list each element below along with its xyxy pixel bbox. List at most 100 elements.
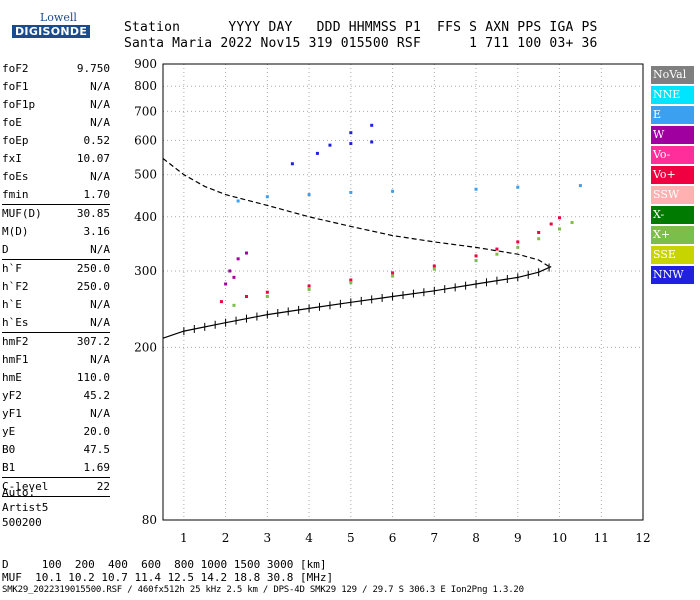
- param-row: h`E N/A: [2, 296, 110, 314]
- echo-point: [495, 252, 499, 256]
- echo-point: [349, 281, 353, 285]
- digisonde-logo: Lowell DIGISONDE: [6, 8, 91, 40]
- echo-point: [549, 222, 553, 226]
- echo-point: [391, 271, 395, 275]
- echo-point: [290, 162, 294, 166]
- param-value: 9.750: [76, 62, 110, 75]
- legend-item: E: [651, 106, 694, 124]
- param-value: 110.0: [76, 371, 110, 384]
- y-tick-label: 400: [134, 210, 157, 224]
- echo-point: [307, 284, 311, 288]
- auto-program: Artist5: [2, 501, 49, 514]
- y-tick-label: 700: [134, 104, 157, 118]
- param-name: foEp: [2, 134, 29, 147]
- param-row: h`Es N/A: [2, 314, 110, 332]
- x-tick-label: 4: [305, 531, 313, 545]
- echo-point: [578, 184, 582, 188]
- param-name: h`Es: [2, 316, 29, 329]
- param-value: 307.2: [76, 335, 110, 348]
- param-name: M(D): [2, 225, 29, 238]
- x-tick-label: 12: [635, 531, 650, 545]
- param-row: hmF2 307.2: [2, 333, 110, 351]
- echo-point: [370, 123, 374, 127]
- legend-item: X+: [651, 226, 694, 244]
- echo-point: [349, 142, 353, 146]
- param-row: D N/A: [2, 241, 110, 259]
- echo-point: [537, 230, 541, 234]
- echo-point: [265, 294, 269, 298]
- param-value: 3.16: [83, 225, 111, 238]
- param-row: yF1 N/A: [2, 405, 110, 423]
- legend-item: SSE: [651, 246, 694, 264]
- param-name: D: [2, 243, 9, 256]
- x-tick-label: 2: [222, 531, 230, 545]
- legend-item: SSW: [651, 186, 694, 204]
- param-row: yE 20.0: [2, 423, 110, 441]
- x-tick-label: 6: [389, 531, 397, 545]
- param-value: N/A: [90, 80, 110, 93]
- param-name: foF2: [2, 62, 29, 75]
- param-value: N/A: [90, 98, 110, 111]
- ionospheric-parameters-panel: foF2 9.750 foF1 N/A foF1p N/A foE N/A foEp 0.52 fx…: [2, 60, 110, 497]
- station-header: Station YYYY DAY DDD HHMMSS P1 FFS S AXN…: [124, 20, 598, 52]
- echo-point: [516, 240, 520, 244]
- param-value: 30.85: [76, 207, 110, 220]
- legend-item: NNE: [651, 86, 694, 104]
- footer-muf-row: MUF 10.1 10.2 10.7 11.4 12.5 14.2 18.8 3…: [2, 571, 334, 584]
- x-tick-label: 9: [514, 531, 522, 545]
- x-tick-label: 10: [552, 531, 567, 545]
- echo-point: [495, 247, 499, 251]
- y-tick-label: 800: [134, 79, 157, 93]
- echo-point: [558, 216, 562, 220]
- param-name: yE: [2, 425, 16, 438]
- x-tick-label: 5: [347, 531, 355, 545]
- legend-item: Vo+: [651, 166, 694, 184]
- polarization-legend: NoVal NNE E W Vo- Vo+ SSW X- X+ SSE NNW: [651, 66, 694, 286]
- param-name: foF1: [2, 80, 29, 93]
- echo-point: [232, 275, 236, 279]
- echo-point: [391, 274, 395, 278]
- autoscaling-info: Auto: Artist5 500200: [2, 485, 48, 530]
- echo-point: [244, 251, 248, 255]
- echo-point: [265, 195, 269, 199]
- legend-item: W: [651, 126, 694, 144]
- echo-point: [474, 254, 478, 258]
- echo-point: [432, 267, 436, 271]
- y-tick-label: 200: [134, 340, 157, 354]
- y-tick-label: 500: [134, 168, 157, 182]
- header-labels: Station YYYY DAY DDD HHMMSS P1 FFS S AXN…: [124, 20, 598, 35]
- header-values: Santa Maria 2022 Nov15 319 015500 RSF 1 …: [124, 36, 598, 51]
- logo-text-top: Lowell: [40, 11, 77, 24]
- param-name: foF1p: [2, 98, 36, 111]
- param-name: foE: [2, 116, 22, 129]
- footer-distance-row: D 100 200 400 600 800 1000 1500 3000 [km…: [2, 558, 327, 571]
- param-name: hmF1: [2, 353, 29, 366]
- param-name: B1: [2, 461, 16, 474]
- param-value: 22: [96, 480, 110, 493]
- param-name: foEs: [2, 170, 29, 183]
- echo-point: [349, 191, 353, 195]
- param-row: h`F 250.0: [2, 260, 110, 278]
- param-value: 250.0: [76, 280, 110, 293]
- param-name: h`F: [2, 262, 22, 275]
- echo-point: [349, 278, 353, 282]
- param-value: 45.2: [83, 389, 111, 402]
- param-row: hmF1 N/A: [2, 351, 110, 369]
- auto-label: Auto:: [2, 486, 36, 499]
- y-tick-label: 600: [134, 133, 157, 147]
- param-name: yF1: [2, 407, 22, 420]
- param-separator: [2, 204, 110, 205]
- param-row: foEs N/A: [2, 168, 110, 186]
- param-row: foE N/A: [2, 114, 110, 132]
- x-tick-label: 11: [594, 531, 609, 545]
- param-value: N/A: [90, 316, 110, 329]
- x-tick-label: 8: [472, 531, 480, 545]
- param-row: M(D) 3.16: [2, 223, 110, 241]
- param-value: N/A: [90, 407, 110, 420]
- legend-item: Vo-: [651, 146, 694, 164]
- echo-point: [432, 264, 436, 268]
- param-row: MUF(D) 30.85: [2, 205, 110, 223]
- param-value: 1.70: [83, 188, 111, 201]
- param-name: C-level: [2, 480, 49, 493]
- auto-version: 500200: [2, 516, 42, 529]
